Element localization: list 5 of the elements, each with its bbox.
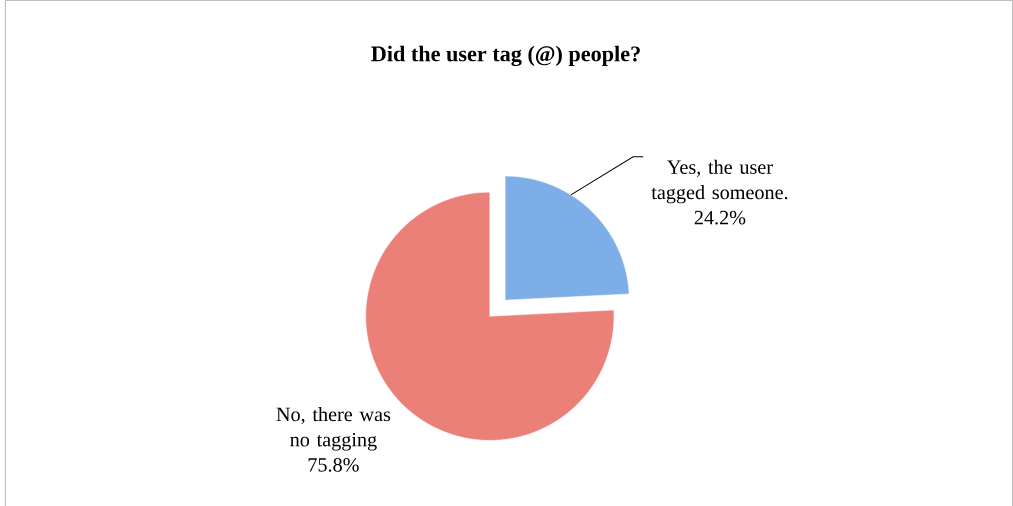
slice-label: Yes, the user tagged someone. bbox=[651, 159, 788, 204]
chart-title: Did the user tag (@) people? bbox=[371, 45, 640, 66]
slice-label: No, there was no tagging bbox=[276, 406, 391, 451]
data-label: 24.2% bbox=[694, 210, 746, 225]
data-label: 75.8% bbox=[308, 457, 359, 472]
